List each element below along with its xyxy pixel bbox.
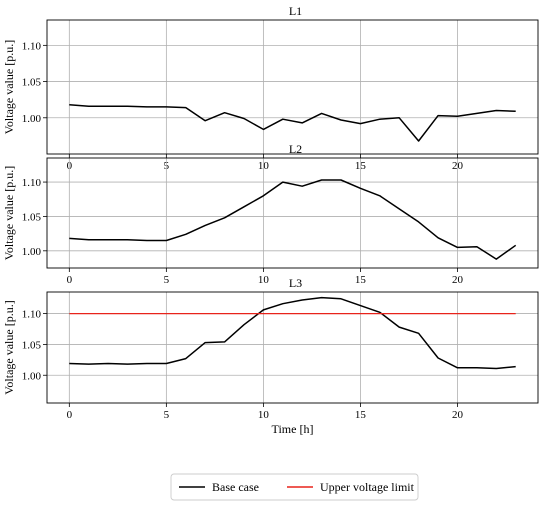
x-tick-label: 0 — [67, 409, 73, 421]
legend-label: Upper voltage limit — [320, 480, 415, 494]
y-tick-label: 1.00 — [22, 246, 42, 258]
x-tick-label: 5 — [164, 409, 170, 421]
plot-frame — [46, 157, 539, 269]
panel-title: L2 — [289, 142, 302, 156]
x-tick-label: 15 — [355, 409, 367, 421]
y-axis-label: Voltage value [p.u.] — [2, 300, 16, 394]
legend: Base case Upper voltage limit — [170, 473, 419, 501]
y-tick-label: 1.10 — [22, 177, 42, 189]
plot-frame — [46, 19, 539, 155]
y-tick-label: 1.05 — [22, 211, 42, 223]
y-tick-label: 1.05 — [22, 339, 42, 351]
x-tick-label: 10 — [258, 274, 270, 286]
legend-label: Base case — [212, 480, 259, 494]
panel-title: L1 — [289, 4, 302, 18]
panel-title: L3 — [289, 276, 302, 290]
y-tick-label: 1.10 — [22, 309, 42, 321]
series-line-base-case — [69, 296, 516, 370]
plot-frame — [46, 291, 539, 404]
x-axis-label: Time [h] — [272, 422, 314, 436]
series-line-base-case — [69, 179, 517, 260]
x-tick-label: 5 — [164, 274, 170, 286]
y-tick-label: 1.05 — [22, 77, 42, 89]
y-tick-label: 1.00 — [22, 370, 42, 382]
x-tick-label: 15 — [355, 274, 367, 286]
chart-panel-3: 0 5 10 15 20 1.00 1.05 1.10 L3 Voltage value [p.u… — [2, 276, 539, 436]
x-tick-label: 20 — [452, 274, 464, 286]
y-tick-label: 1.10 — [22, 40, 42, 52]
chart-panel-2: 0 5 10 15 20 1.00 1.05 1.10 L2 Voltage value [p.u… — [2, 142, 539, 286]
x-tick-label: 10 — [258, 409, 270, 421]
x-tick-label: 20 — [452, 409, 464, 421]
y-axis-label: Voltage value [p.u.] — [2, 40, 16, 134]
series-line-base-case — [69, 103, 516, 142]
y-tick-label: 1.00 — [22, 113, 42, 125]
x-tick-label: 0 — [67, 274, 73, 286]
y-axis-label: Voltage value [p.u.] — [2, 166, 16, 260]
